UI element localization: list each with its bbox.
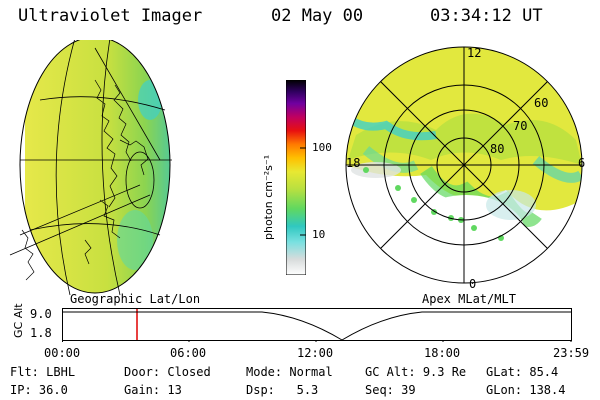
status-glon: GLon: 138.4 — [486, 383, 566, 397]
lat-label-70: 70 — [513, 119, 528, 133]
colorbar-scale — [286, 80, 306, 275]
status-gain: Gain: 13 — [124, 383, 182, 397]
time-tick-12: 12:00 — [297, 346, 334, 360]
instrument-title: Ultraviolet Imager — [18, 6, 203, 26]
status-mode: Mode: Normal — [246, 365, 333, 379]
door-value: Closed — [167, 365, 211, 379]
altitude-axis-label: GC Alt — [12, 303, 25, 338]
mlt-label-0: 0 — [469, 277, 477, 291]
altitude-tick-low: 1.8 — [30, 326, 52, 340]
dsp-value: 5.3 — [296, 383, 319, 397]
mlt-label-18: 18 — [346, 156, 361, 170]
glon-value: 138.4 — [529, 383, 566, 397]
altitude-tick-high: 9.0 — [30, 307, 52, 321]
status-glat: GLat: 85.4 — [486, 365, 559, 379]
polar-mlt-plot — [345, 46, 583, 284]
colorbar-tick-100: 100 — [312, 141, 332, 154]
status-door: Door: Closed — [124, 365, 211, 379]
ip-value: 36.0 — [38, 383, 68, 397]
mlt-label-12: 12 — [467, 46, 482, 60]
lat-label-80: 80 — [490, 142, 505, 156]
altitude-plot — [62, 308, 572, 342]
date-label: 02 May 00 — [271, 6, 364, 26]
status-ip: IP: 36.0 — [10, 383, 68, 397]
glat-value: 85.4 — [529, 365, 559, 379]
mlt-label-6: 6 — [578, 156, 586, 170]
status-flt: Flt: LBHL — [10, 365, 76, 379]
time-tick-end: 23:59 — [553, 346, 590, 360]
gcalt-value: 9.3 Re — [422, 365, 467, 379]
time-tick-0: 00:00 — [44, 346, 81, 360]
time-label: 03:34:12 UT — [430, 6, 543, 26]
geographic-globe-image — [9, 40, 172, 296]
status-dsp: Dsp: 5.3 — [246, 383, 319, 397]
lat-label-60: 60 — [534, 96, 549, 110]
geographic-panel-label: Geographic Lat/Lon — [70, 292, 201, 306]
flt-value: LBHL — [46, 365, 76, 379]
status-gcalt: GC Alt: 9.3 Re — [365, 365, 467, 379]
seq-value: 39 — [401, 383, 416, 397]
apex-panel-label: Apex MLat/MLT — [422, 292, 516, 306]
mode-value: Normal — [289, 365, 333, 379]
colorbar-tick-10: 10 — [312, 228, 326, 241]
colorbar-unit-label: photon cm⁻²s⁻¹ — [262, 154, 275, 240]
time-tick-6: 06:00 — [170, 346, 207, 360]
gain-value: 13 — [167, 383, 182, 397]
status-seq: Seq: 39 — [365, 383, 416, 397]
time-tick-18: 18:00 — [424, 346, 461, 360]
